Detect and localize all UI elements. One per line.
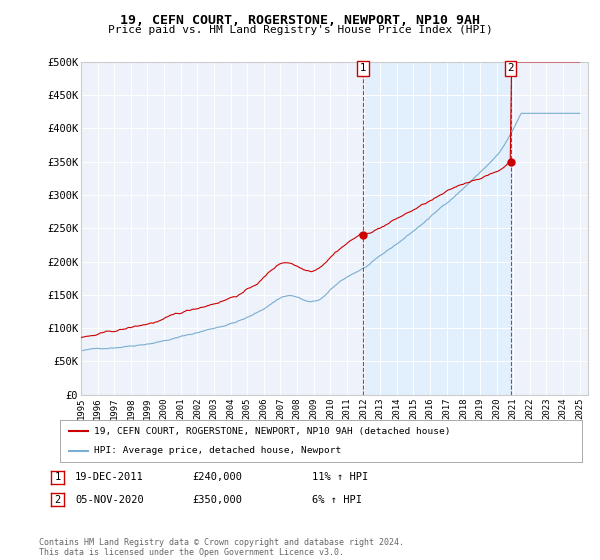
Text: Contains HM Land Registry data © Crown copyright and database right 2024.
This d: Contains HM Land Registry data © Crown c…: [39, 538, 404, 557]
Text: 19, CEFN COURT, ROGERSTONE, NEWPORT, NP10 9AH: 19, CEFN COURT, ROGERSTONE, NEWPORT, NP1…: [120, 14, 480, 27]
Text: 2: 2: [55, 494, 61, 505]
Text: 1: 1: [55, 472, 61, 482]
Text: Price paid vs. HM Land Registry's House Price Index (HPI): Price paid vs. HM Land Registry's House …: [107, 25, 493, 35]
Point: [506, 157, 515, 166]
Bar: [363, 62, 511, 395]
Text: HPI: Average price, detached house, Newport: HPI: Average price, detached house, Newp…: [94, 446, 341, 455]
Text: 2: 2: [507, 63, 514, 73]
Text: £350,000: £350,000: [192, 494, 242, 505]
Point: [358, 230, 368, 239]
Text: 19-DEC-2011: 19-DEC-2011: [75, 472, 144, 482]
Text: 05-NOV-2020: 05-NOV-2020: [75, 494, 144, 505]
Text: 19, CEFN COURT, ROGERSTONE, NEWPORT, NP10 9AH (detached house): 19, CEFN COURT, ROGERSTONE, NEWPORT, NP1…: [94, 427, 451, 436]
Text: 1: 1: [360, 63, 367, 73]
Text: 11% ↑ HPI: 11% ↑ HPI: [312, 472, 368, 482]
Text: 6% ↑ HPI: 6% ↑ HPI: [312, 494, 362, 505]
Text: £240,000: £240,000: [192, 472, 242, 482]
